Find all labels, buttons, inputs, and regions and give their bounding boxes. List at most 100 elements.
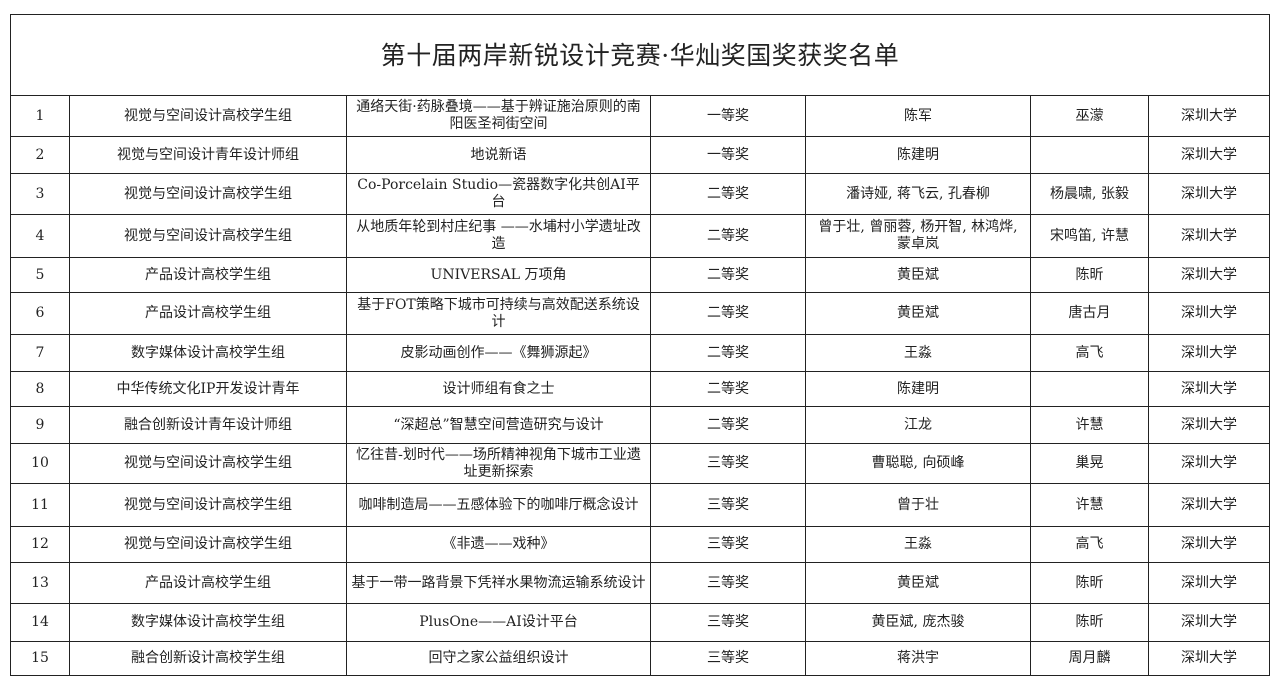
cell-group: 融合创新设计高校学生组: [69, 641, 347, 676]
cell-award: 三等奖: [650, 526, 806, 563]
cell-no: 4: [10, 214, 70, 258]
cell-school: 深圳大学: [1147, 95, 1271, 137]
table-row: 12 视觉与空间设计高校学生组 《非遗——戏种》 三等奖 王淼 高飞 深圳大学: [10, 526, 1271, 563]
cell-no: 10: [10, 443, 70, 484]
table-row: 15 融合创新设计高校学生组 回守之家公益组织设计 三等奖 蒋洪宇 周月麟 深圳大学: [10, 641, 1271, 676]
cell-work: 设计师组有食之士: [346, 371, 651, 407]
table-row: 2 视觉与空间设计青年设计师组 地说新语 一等奖 陈建明 深圳大学: [10, 136, 1271, 174]
table-row: 6 产品设计高校学生组 基于FOT策略下城市可持续与高效配送系统设计 二等奖 黄臣斌 唐古…: [10, 292, 1271, 335]
cell-group: 中华传统文化IP开发设计青年: [69, 371, 347, 407]
cell-school: 深圳大学: [1147, 641, 1271, 676]
table-row: 14 数字媒体设计高校学生组 PlusOne——AI设计平台 三等奖 黄臣斌, 庞杰骏陈…: [10, 603, 1271, 642]
cell-school: 深圳大学: [1147, 214, 1271, 258]
cell-group: 视觉与空间设计高校学生组: [69, 483, 347, 527]
cell-work: 皮影动画创作——《舞狮源起》: [346, 334, 651, 372]
cell-award: 二等奖: [650, 406, 806, 444]
cell-work: 咖啡制造局——五感体验下的咖啡厅概念设计: [346, 483, 651, 527]
cell-group: 产品设计高校学生组: [69, 562, 347, 604]
title-row: 第十届两岸新锐设计竞赛·华灿奖国奖获奖名单: [9, 14, 1271, 96]
cell-group: 数字媒体设计高校学生组: [69, 603, 347, 642]
cell-advisor: 陈昕: [1030, 562, 1149, 604]
cell-no: 1: [10, 95, 70, 137]
cell-no: 13: [10, 562, 70, 604]
cell-advisor: 巫濛: [1030, 95, 1149, 137]
cell-group: 数字媒体设计高校学生组: [69, 334, 347, 372]
cell-authors: 王淼: [805, 334, 1031, 372]
cell-work: Co-Porcelain Studio—瓷器数字化共创AI平台: [346, 173, 651, 215]
cell-advisor: [1030, 371, 1149, 407]
cell-advisor: 许慧: [1030, 406, 1149, 444]
cell-award: 三等奖: [650, 483, 806, 527]
cell-advisor: 宋鸣笛, 许慧: [1030, 214, 1149, 258]
cell-authors: 江龙: [805, 406, 1031, 444]
cell-authors: 潘诗娅, 蒋飞云, 孔春柳: [805, 173, 1031, 215]
table-row: 7 数字媒体设计高校学生组 皮影动画创作——《舞狮源起》 二等奖 王淼 高飞 深圳大学: [10, 334, 1271, 372]
cell-group: 视觉与空间设计高校学生组: [69, 214, 347, 258]
cell-advisor: 周月麟: [1030, 641, 1149, 676]
cell-group: 产品设计高校学生组: [69, 292, 347, 335]
cell-award: 三等奖: [650, 562, 806, 604]
cell-group: 产品设计高校学生组: [69, 257, 347, 293]
cell-work: 回守之家公益组织设计: [346, 641, 651, 676]
table-row: 10 视觉与空间设计高校学生组 忆往昔-划时代——场所精神视角下城市工业遗址更新探索…: [10, 443, 1271, 484]
cell-no: 2: [10, 136, 70, 174]
page-title: 第十届两岸新锐设计竞赛·华灿奖国奖获奖名单: [9, 14, 1271, 96]
cell-authors: 陈军: [805, 95, 1031, 137]
cell-advisor: 唐古月: [1030, 292, 1149, 335]
table-row: 8 中华传统文化IP开发设计青年 设计师组有食之士 二等奖 陈建明 深圳大学: [10, 371, 1271, 407]
cell-group: 视觉与空间设计高校学生组: [69, 443, 347, 484]
cell-advisor: 高飞: [1030, 334, 1149, 372]
cell-work: PlusOne——AI设计平台: [346, 603, 651, 642]
cell-authors: 黄臣斌, 庞杰骏: [805, 603, 1031, 642]
table-row: 3 视觉与空间设计高校学生组 Co-Porcelain Studio—瓷器数字化共创…: [10, 173, 1271, 215]
cell-advisor: 高飞: [1030, 526, 1149, 563]
cell-award: 一等奖: [650, 136, 806, 174]
cell-school: 深圳大学: [1147, 136, 1271, 174]
cell-advisor: 巢晃: [1030, 443, 1149, 484]
cell-no: 8: [10, 371, 70, 407]
cell-work: 忆往昔-划时代——场所精神视角下城市工业遗址更新探索: [346, 443, 651, 484]
cell-award: 三等奖: [650, 443, 806, 484]
cell-no: 7: [10, 334, 70, 372]
cell-advisor: [1030, 136, 1149, 174]
cell-group: 视觉与空间设计高校学生组: [69, 95, 347, 137]
cell-authors: 黄臣斌: [805, 562, 1031, 604]
cell-authors: 曹聪聪, 向硕峰: [805, 443, 1031, 484]
cell-authors: 陈建明: [805, 136, 1031, 174]
cell-no: 5: [10, 257, 70, 293]
cell-no: 6: [10, 292, 70, 335]
cell-authors: 陈建明: [805, 371, 1031, 407]
cell-school: 深圳大学: [1147, 562, 1271, 604]
cell-work: UNIVERSAL 万项角: [346, 257, 651, 293]
cell-award: 三等奖: [650, 603, 806, 642]
cell-work: 基于FOT策略下城市可持续与高效配送系统设计: [346, 292, 651, 335]
table-row: 4 视觉与空间设计高校学生组 从地质年轮到村庄纪事 ——水埔村小学遗址改造 二等奖 曾于…: [10, 214, 1271, 258]
cell-school: 深圳大学: [1147, 483, 1271, 527]
table-row: 5 产品设计高校学生组 UNIVERSAL 万项角 二等奖 黄臣斌 陈昕 深圳大学: [10, 257, 1271, 293]
cell-award: 二等奖: [650, 173, 806, 215]
cell-group: 视觉与空间设计高校学生组: [69, 173, 347, 215]
cell-no: 15: [10, 641, 70, 676]
cell-award: 二等奖: [650, 214, 806, 258]
cell-work: 《非遗——戏种》: [346, 526, 651, 563]
cell-no: 9: [10, 406, 70, 444]
cell-award: 二等奖: [650, 334, 806, 372]
cell-award: 二等奖: [650, 257, 806, 293]
cell-work: “深超总”智慧空间营造研究与设计: [346, 406, 651, 444]
cell-advisor: 陈昕: [1030, 257, 1149, 293]
cell-school: 深圳大学: [1147, 371, 1271, 407]
cell-award: 一等奖: [650, 95, 806, 137]
cell-school: 深圳大学: [1147, 406, 1271, 444]
cell-award: 二等奖: [650, 292, 806, 335]
cell-school: 深圳大学: [1147, 334, 1271, 372]
table-row: 9 融合创新设计青年设计师组 “深超总”智慧空间营造研究与设计 二等奖 江龙 许慧 深圳大学: [10, 406, 1271, 444]
cell-no: 12: [10, 526, 70, 563]
cell-work: 基于一带一路背景下凭祥水果物流运输系统设计: [346, 562, 651, 604]
cell-group: 视觉与空间设计青年设计师组: [69, 136, 347, 174]
cell-award: 三等奖: [650, 641, 806, 676]
cell-no: 14: [10, 603, 70, 642]
cell-authors: 黄臣斌: [805, 292, 1031, 335]
cell-school: 深圳大学: [1147, 173, 1271, 215]
award-list-table: 第十届两岸新锐设计竞赛·华灿奖国奖获奖名单 1 视觉与空间设计高校学生组 通络天街·…: [9, 14, 1271, 676]
cell-authors: 曾于壮, 曾丽蓉, 杨开智, 林鸿烨, 蒙卓岚: [805, 214, 1031, 258]
